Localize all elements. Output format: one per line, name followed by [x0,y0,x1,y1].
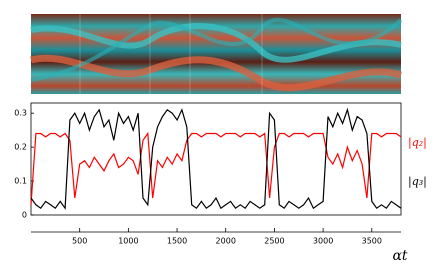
x-axis-label: αt [392,248,407,264]
heatmap [30,14,403,94]
y-tick-label: 0 [22,211,27,220]
x-tick-label: 1500 [167,237,187,246]
y-tick-label: 0.1 [14,177,27,186]
x-tick-label: 3500 [362,237,382,246]
series-line [30,107,402,210]
y-tick-label: 0.2 [14,143,27,152]
series-line [30,131,402,205]
x-tick-label: 2500 [264,237,284,246]
y-tick-label: 0.3 [14,109,27,118]
plot-frame [30,102,402,216]
x-tick-label: 3000 [313,237,333,246]
legend-label: |q₃| [408,175,427,189]
x-tick-label: 500 [72,237,87,246]
x-tick-label: 1000 [118,237,138,246]
legend-label: |q₂| [408,136,427,150]
x-tick-label: 2000 [216,237,236,246]
